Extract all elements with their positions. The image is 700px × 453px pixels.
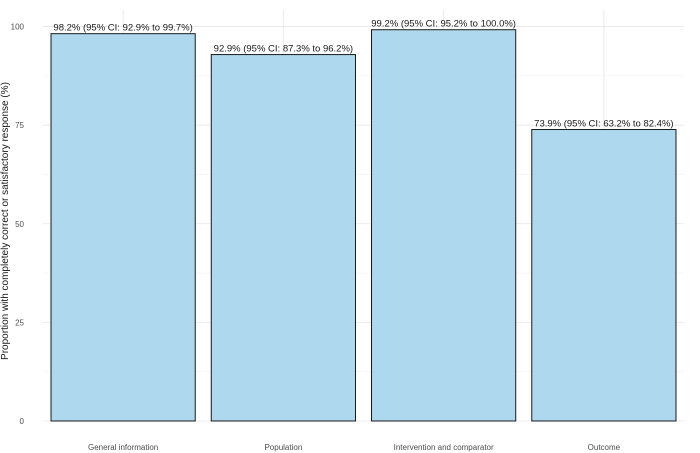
- y-axis-title: Proportion with completely correct or sa…: [0, 82, 11, 360]
- x-tick-label: General information: [88, 443, 158, 452]
- x-tick-label: Outcome: [588, 443, 621, 452]
- bar-data-label: 92.9% (95% CI: 87.3% to 96.2%): [214, 44, 353, 55]
- y-tick-label: 100: [11, 23, 25, 32]
- data-labels: 98.2% (95% CI: 92.9% to 99.7%) 92.9% (95%…: [53, 19, 673, 130]
- y-tick-label: 75: [15, 121, 24, 130]
- bar: [371, 29, 517, 422]
- bar-data-label: 73.9% (95% CI: 63.2% to 82.4%): [534, 119, 673, 130]
- bar: [50, 33, 196, 422]
- bar-data-label: 99.2% (95% CI: 95.2% to 100.0%): [371, 19, 516, 30]
- x-axis-ticks: General information Population Interventio…: [88, 443, 621, 452]
- x-tick-label: Population: [264, 443, 302, 452]
- bar-data-label: 98.2% (95% CI: 92.9% to 99.7%): [53, 23, 192, 34]
- y-axis-ticks: 0 25 50 75 100: [11, 23, 25, 426]
- bar: [210, 54, 356, 422]
- bars: [50, 29, 677, 422]
- x-tick-label: Intervention and comparator: [394, 443, 494, 452]
- y-tick-label: 25: [15, 318, 24, 327]
- bar: [531, 129, 677, 422]
- y-tick-label: 0: [20, 417, 25, 426]
- y-tick-label: 50: [15, 220, 24, 229]
